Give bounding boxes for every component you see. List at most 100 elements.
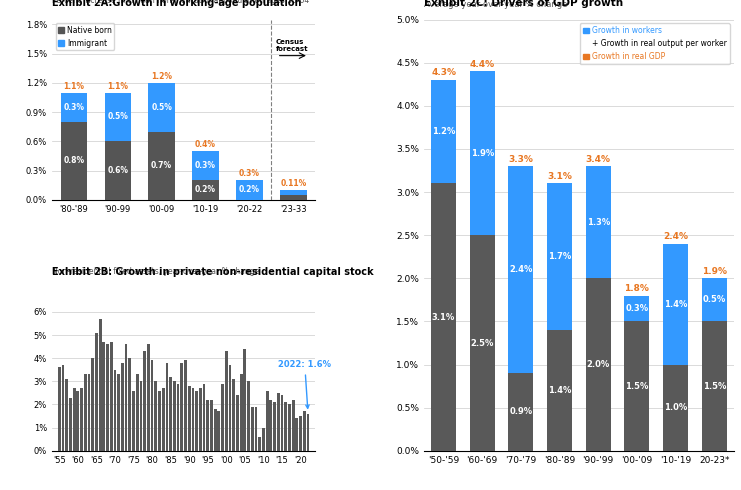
Bar [585, 166, 611, 278]
Bar [99, 319, 102, 451]
Text: 0.2%: 0.2% [239, 186, 260, 195]
Bar [625, 321, 649, 451]
Bar [193, 180, 219, 200]
Bar [76, 391, 79, 451]
Bar [110, 342, 113, 451]
Bar [102, 342, 105, 451]
Text: 0.8%: 0.8% [63, 156, 84, 165]
Bar [195, 391, 198, 451]
Bar [273, 402, 276, 451]
Bar [143, 351, 146, 451]
Text: Census
forecast: Census forecast [276, 39, 308, 52]
Legend: Native born, Immigrant: Native born, Immigrant [56, 24, 114, 50]
Text: 4.4%: 4.4% [470, 60, 495, 69]
Bar [104, 141, 131, 200]
Bar [296, 418, 298, 451]
Text: 1.5%: 1.5% [702, 382, 726, 391]
Bar [148, 131, 175, 200]
Bar [206, 400, 209, 451]
Bar [61, 122, 87, 200]
Bar [547, 330, 572, 451]
Text: 1.0%: 1.0% [664, 403, 687, 412]
Bar [702, 278, 727, 321]
Bar [176, 384, 179, 451]
Text: Exhibit 2A:Growth in working-age population: Exhibit 2A:Growth in working-age populat… [52, 0, 302, 8]
Bar [173, 381, 176, 451]
Bar [702, 321, 727, 451]
Text: 4.3%: 4.3% [431, 69, 456, 77]
Bar [121, 363, 124, 451]
Text: 0.5%: 0.5% [151, 103, 172, 112]
Bar [236, 180, 263, 200]
Bar [240, 374, 242, 451]
Text: 1.1%: 1.1% [107, 82, 128, 91]
Text: 3.4%: 3.4% [585, 155, 611, 164]
Text: 0.6%: 0.6% [107, 166, 128, 175]
Text: Exhibit 2B: Growth in private non-residential capital stock: Exhibit 2B: Growth in private non-reside… [52, 267, 373, 277]
Bar [251, 407, 253, 451]
Bar [84, 374, 87, 451]
Bar [104, 93, 131, 141]
Bar [292, 400, 294, 451]
Text: 1.9%: 1.9% [471, 149, 494, 158]
Bar [61, 93, 87, 122]
Bar [199, 388, 202, 451]
Bar [148, 83, 175, 131]
Bar [154, 381, 157, 451]
Bar [663, 365, 688, 451]
Bar [229, 365, 231, 451]
Text: 3.1%: 3.1% [432, 313, 455, 321]
Bar [259, 437, 261, 451]
Bar [180, 363, 183, 451]
Text: 1.9%: 1.9% [702, 267, 727, 276]
Bar [431, 80, 456, 183]
Text: 2.0%: 2.0% [587, 360, 610, 369]
Text: 1.8%: 1.8% [625, 284, 649, 293]
Bar [262, 428, 265, 451]
Text: 3.3%: 3.3% [508, 155, 534, 164]
Text: Exhibit 2C: Drivers of GDP growth: Exhibit 2C: Drivers of GDP growth [425, 0, 623, 8]
Bar [69, 397, 72, 451]
Bar [117, 374, 120, 451]
Text: 2.5%: 2.5% [471, 339, 494, 347]
Text: 1.5%: 1.5% [625, 382, 648, 391]
Bar [202, 384, 205, 451]
Bar [303, 412, 305, 451]
Bar [80, 388, 83, 451]
Text: 0.11%: 0.11% [280, 179, 307, 188]
Bar [106, 344, 109, 451]
Bar [91, 358, 94, 451]
Text: 3.1%: 3.1% [547, 172, 572, 181]
Bar [247, 381, 250, 451]
Bar [280, 190, 307, 195]
Text: 0.5%: 0.5% [107, 113, 128, 122]
Bar [165, 363, 168, 451]
Legend: Growth in workers, + Growth in real output per worker, Growth in real GDP: Growth in workers, + Growth in real outp… [579, 24, 730, 64]
Bar [280, 195, 307, 200]
Bar [281, 395, 283, 451]
Text: 2.4%: 2.4% [663, 232, 688, 241]
Bar [62, 365, 64, 451]
Text: 2.4%: 2.4% [509, 265, 533, 274]
Text: Percent increase in civilian non-institutional population ages 16-64: Percent increase in civilian non-institu… [52, 0, 309, 5]
Bar [187, 386, 190, 451]
Text: 1.7%: 1.7% [548, 252, 571, 261]
Bar [431, 183, 456, 451]
Bar [233, 379, 235, 451]
Bar [128, 358, 131, 451]
Text: 2022: 1.6%: 2022: 1.6% [279, 361, 331, 408]
Text: 0.2%: 0.2% [195, 186, 216, 195]
Bar [470, 235, 495, 451]
Bar [124, 344, 127, 451]
Bar [244, 349, 246, 451]
Text: 0.7%: 0.7% [151, 161, 172, 170]
Bar [222, 384, 224, 451]
Bar [132, 391, 135, 451]
Bar [150, 361, 153, 451]
Bar [136, 374, 139, 451]
Text: 0.5%: 0.5% [702, 295, 726, 304]
Text: 1.3%: 1.3% [587, 218, 610, 227]
Bar [87, 374, 90, 451]
Text: 0.3%: 0.3% [239, 170, 260, 178]
Bar [95, 333, 98, 451]
